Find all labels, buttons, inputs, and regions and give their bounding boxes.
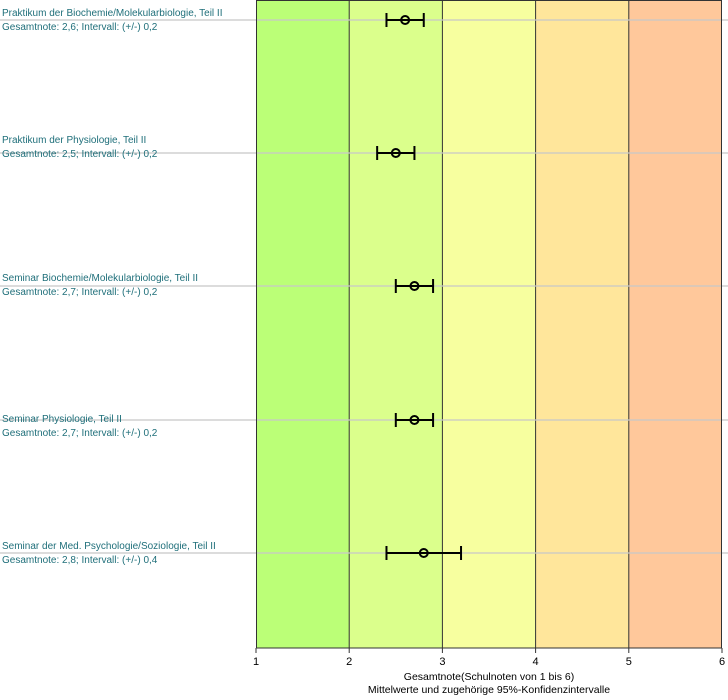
mean-point (409, 415, 420, 425)
category-name: Praktikum der Physiologie, Teil II (2, 135, 147, 146)
category-summary: Gesamtnote: 2,7; Intervall: (+/-) 0,2 (2, 287, 158, 298)
band-3 (442, 0, 536, 648)
x-axis-title: Gesamtnote(Schulnoten von 1 bis 6) (403, 671, 575, 683)
band-4 (535, 0, 629, 648)
plot-frame (256, 0, 722, 649)
category-summary: Gesamtnote: 2,7; Intervall: (+/-) 0,2 (2, 428, 158, 439)
category-label: Seminar der Med. Psychologie/Soziologie,… (2, 540, 216, 568)
band-2 (349, 0, 443, 648)
category-summary: Gesamtnote: 2,5; Intervall: (+/-) 0,2 (2, 149, 158, 160)
category-name: Seminar der Med. Psychologie/Soziologie,… (2, 541, 216, 552)
category-summary: Gesamtnote: 2,8; Intervall: (+/-) 0,4 (2, 555, 158, 566)
x-tick-label: 2 (346, 656, 352, 668)
category-label: Praktikum der Physiologie, Teil II Gesamt… (2, 134, 157, 162)
band-5 (628, 0, 722, 648)
category-label: Praktikum der Biochemie/Molekularbiologi… (2, 7, 222, 35)
mean-point (409, 281, 420, 291)
mean-point (418, 548, 429, 558)
category-name: Seminar Physiologie, Teil II (2, 414, 122, 425)
x-axis-subtitle: Mittelwerte und zugehörige 95%-Konfidenz… (367, 684, 611, 696)
category-label: Seminar Physiologie, Teil II Gesamtnote: … (2, 413, 157, 441)
category-label: Seminar Biochemie/Molekularbiologie, Tei… (2, 272, 198, 300)
x-tick-label: 1 (253, 656, 259, 668)
mean-point (390, 148, 401, 158)
x-tick-label: 6 (719, 656, 725, 668)
category-name: Praktikum der Biochemie/Molekularbiologi… (2, 8, 223, 19)
band-1 (256, 0, 350, 648)
x-tick-label: 5 (626, 656, 632, 668)
category-summary: Gesamtnote: 2,6; Intervall: (+/-) 0,2 (2, 22, 158, 33)
mean-point (400, 15, 411, 25)
x-tick-label: 4 (533, 656, 539, 668)
category-name: Seminar Biochemie/Molekularbiologie, Tei… (2, 273, 199, 284)
x-tick-label: 3 (439, 656, 445, 668)
